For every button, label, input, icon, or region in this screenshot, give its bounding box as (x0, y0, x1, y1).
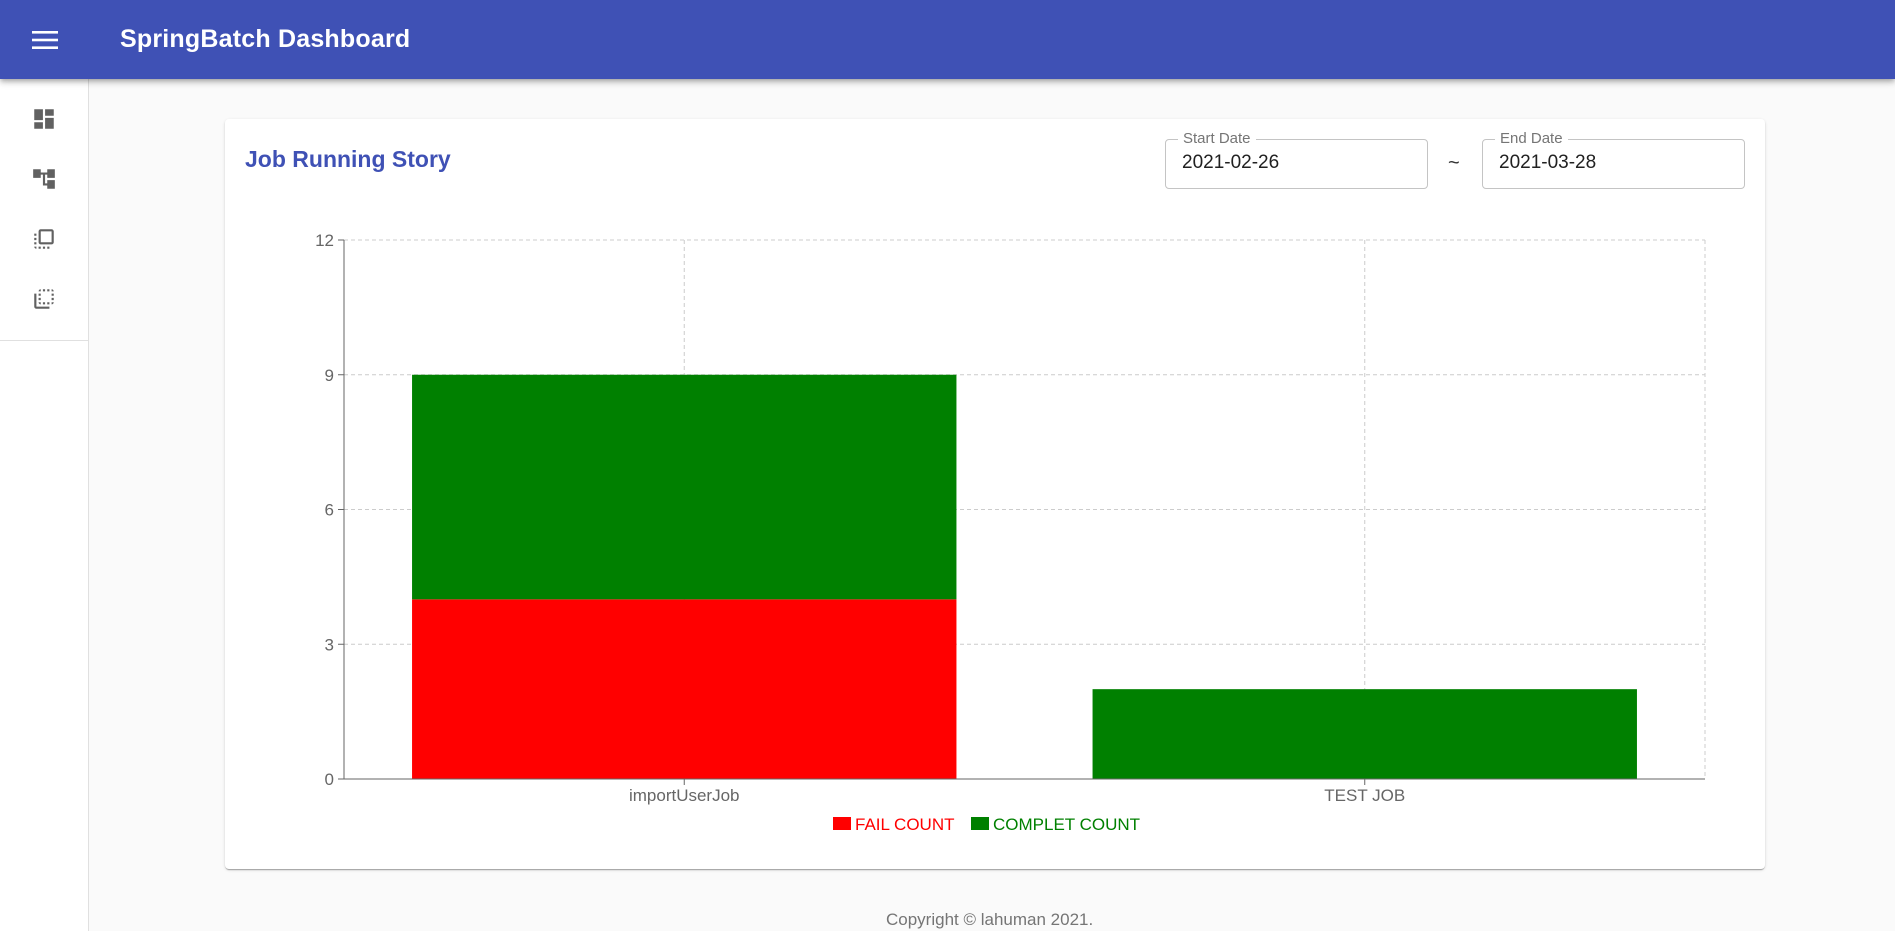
y-tick-label: 3 (325, 635, 334, 654)
y-tick-label: 0 (325, 770, 334, 789)
drawer-divider (0, 340, 88, 341)
account-tree-icon (33, 169, 55, 189)
job-running-story-card: Job Running Story Start Date ~ End Date … (225, 119, 1765, 869)
start-date-input[interactable] (1182, 152, 1412, 174)
dashboard-icon (34, 109, 54, 129)
app-bar: SpringBatch Dashboard (0, 0, 1895, 79)
end-date-label: End Date (1495, 131, 1568, 147)
start-date-field[interactable]: Start Date (1165, 131, 1428, 189)
y-tick-label: 12 (315, 231, 334, 250)
legend-swatch (971, 817, 989, 830)
legend-swatch (833, 817, 851, 830)
y-tick-label: 6 (325, 501, 334, 520)
menu-button[interactable] (22, 22, 68, 58)
flip-to-front-icon (34, 229, 54, 249)
app-title: SpringBatch Dashboard (120, 25, 411, 53)
y-tick-label: 9 (325, 366, 334, 385)
x-tick-label: TEST JOB (1324, 786, 1405, 805)
nav-item-steps[interactable] (10, 213, 78, 265)
bar (412, 374, 957, 600)
legend-label: FAIL COUNT (855, 815, 955, 834)
date-range-separator: ~ (1448, 152, 1460, 174)
copyright-footer: Copyright © lahuman 2021. (886, 910, 1094, 929)
menu-icon (32, 31, 58, 49)
start-date-label: Start Date (1178, 131, 1256, 147)
legend-label: COMPLET COUNT (993, 815, 1140, 834)
end-date-field[interactable]: End Date (1482, 131, 1745, 189)
bar (1092, 689, 1637, 779)
nav-item-dashboard[interactable] (10, 93, 78, 145)
job-count-bar-chart: 0 3 6 9 12 importUserJob TEST JOB FAIL COUNT COM… (315, 231, 1706, 834)
end-date-input[interactable] (1499, 152, 1729, 174)
bar (412, 599, 957, 779)
nav-item-job-hierarchy[interactable] (10, 153, 78, 205)
nav-item-executions[interactable] (10, 273, 78, 325)
card-title: Job Running Story (245, 146, 451, 172)
x-tick-label: importUserJob (629, 786, 740, 805)
flip-to-back-icon (34, 289, 54, 309)
side-drawer (0, 79, 89, 931)
